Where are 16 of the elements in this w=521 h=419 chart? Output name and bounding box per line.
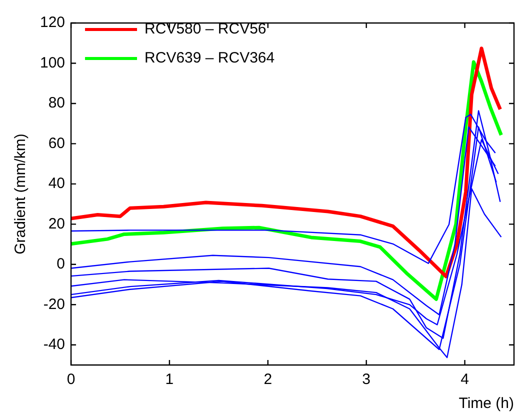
y-tick-label: 120 <box>40 14 66 32</box>
x-tick-label: 2 <box>264 371 272 388</box>
y-tick-label: 0 <box>56 256 66 273</box>
x-axis-title: Time (h) <box>458 395 514 412</box>
y-tick-label: 100 <box>40 54 66 72</box>
y-axis-title: Gradient (mm/km) <box>12 134 30 254</box>
y-tick-label: -40 <box>43 336 66 354</box>
x-tick-label: 4 <box>460 371 469 388</box>
y-tick-label: 60 <box>48 134 66 152</box>
y-tick-label: 80 <box>48 94 66 112</box>
y-tick-label: -20 <box>43 296 66 313</box>
y-tick-label: 20 <box>48 215 66 232</box>
x-tick-label: 1 <box>165 371 174 388</box>
legend-label: RCV639 – RCV364 <box>144 50 275 67</box>
x-tick-label: 3 <box>362 371 371 388</box>
y-tick-label: 40 <box>48 175 66 192</box>
